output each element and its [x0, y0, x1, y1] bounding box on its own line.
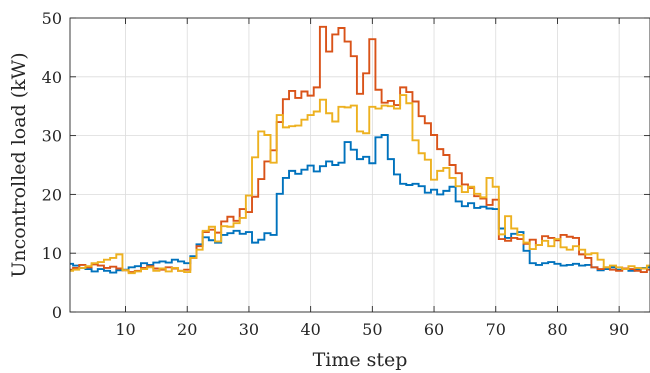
y-tick-label-4: 40	[42, 68, 62, 87]
x-tick-label-2: 30	[239, 320, 259, 339]
x-tick-label-0: 10	[115, 320, 135, 339]
plot-area-frame	[69, 17, 650, 313]
x-tick-label-1: 20	[177, 320, 197, 339]
x-tick-label-6: 70	[486, 320, 506, 339]
x-tick-label-3: 40	[300, 320, 320, 339]
series-line-1	[70, 134, 650, 274]
y-tick-label-5: 50	[42, 9, 62, 28]
y-tick-labels: 0 10 20 30 40 50	[42, 9, 62, 322]
y-tick-label-0: 0	[52, 303, 62, 322]
y-tick-label-3: 30	[42, 127, 62, 146]
x-axis-label: Time step	[313, 349, 408, 371]
x-tick-label-8: 90	[609, 320, 629, 339]
x-tick-label-5: 60	[424, 320, 444, 339]
x-tick-label-4: 50	[362, 320, 382, 339]
y-axis-label: Uncontrolled load (kW)	[8, 52, 30, 277]
tick-marks	[70, 17, 650, 313]
y-tick-label-1: 10	[42, 244, 62, 263]
series-layer	[70, 25, 650, 275]
x-tick-label-7: 80	[547, 320, 567, 339]
y-tick-label-2: 20	[42, 185, 62, 204]
series-line-3	[70, 94, 650, 275]
x-tick-labels: 10 20 30 40 50 60 70 80 90	[115, 320, 629, 339]
series-line-2	[70, 25, 650, 273]
